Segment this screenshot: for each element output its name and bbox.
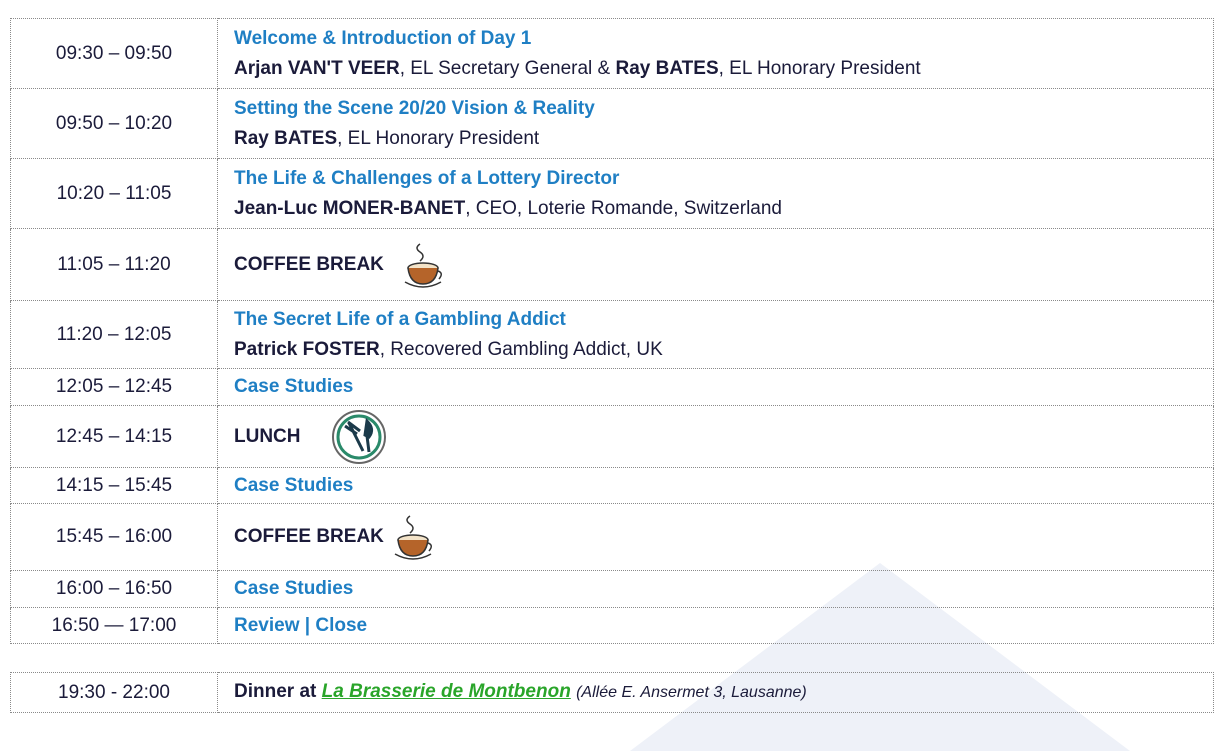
time: 09:50 – 10:20 (10, 88, 218, 159)
schedule-table: 09:30 – 09:50 Welcome & Introduction of … (10, 18, 1214, 644)
session: Case Studies (217, 570, 1214, 608)
venue-link[interactable]: La Brasserie de Montbenon (321, 681, 571, 702)
row: 10:20 – 11:05 The Life & Challenges of a… (10, 158, 1214, 229)
row: 11:20 – 12:05 The Secret Life of a Gambl… (10, 300, 1214, 369)
lunch-icon (331, 409, 386, 464)
speaker-name: Ray BATES (615, 57, 719, 79)
row: 09:50 – 10:20 Setting the Scene 20/20 Vi… (10, 88, 1214, 159)
time: 16:00 – 16:50 (10, 570, 218, 608)
speaker-name: Arjan VAN'T VEER (234, 57, 400, 79)
coffee-icon (394, 515, 432, 560)
session: Review | Close (217, 607, 1214, 644)
speaker-name: Jean-Luc MONER-BANET (234, 197, 466, 219)
row: 16:00 – 16:50 Case Studies (10, 570, 1214, 608)
session: Dinner at La Brasserie de Montbenon (All… (217, 672, 1214, 713)
time: 10:20 – 11:05 (10, 158, 218, 229)
session: Case Studies (217, 467, 1214, 504)
title: Review | Close (234, 614, 368, 636)
session: LUNCH (217, 405, 1214, 468)
address: (Allée E. Ansermet 3, Lausanne) (576, 684, 807, 701)
time: 14:15 – 15:45 (10, 467, 218, 504)
row: 11:05 – 11:20 COFFEE BREAK (10, 228, 1214, 301)
title: COFFEE BREAK (234, 526, 384, 548)
dinner-lead: Dinner at (234, 681, 317, 702)
title: Case Studies (234, 474, 354, 496)
session: The Secret Life of a Gambling Addict Patr… (217, 300, 1214, 369)
speaker-role: , CEO, Loterie Romande, Switzerland (465, 197, 782, 219)
time: 11:20 – 12:05 (10, 300, 218, 369)
session: COFFEE BREAK (217, 228, 1214, 301)
row: 15:45 – 16:00 COFFEE BREAK (10, 503, 1214, 571)
speaker-role: , EL Secretary General & (399, 57, 616, 79)
title: The Secret Life of a Gambling Addict (234, 308, 566, 330)
time: 12:45 – 14:15 (10, 405, 218, 468)
dinner-table: 19:30 - 22:00 Dinner at La Brasserie de … (10, 672, 1214, 713)
time: 16:50 — 17:00 (10, 607, 218, 644)
title: Welcome & Introduction of Day 1 (234, 27, 532, 49)
title: Case Studies (234, 376, 354, 397)
title: The Life & Challenges of a Lottery Direc… (234, 167, 620, 189)
speaker-role: , EL Honorary President (718, 57, 921, 79)
time: 11:05 – 11:20 (10, 228, 218, 301)
time: 12:05 – 12:45 (10, 368, 218, 406)
coffee-icon (404, 242, 442, 288)
session: The Life & Challenges of a Lottery Direc… (217, 158, 1214, 229)
speaker-role: , EL Honorary President (337, 127, 540, 149)
row: 12:05 – 12:45 Case Studies (10, 368, 1214, 406)
row: 14:15 – 15:45 Case Studies (10, 467, 1214, 504)
time: 09:30 – 09:50 (10, 18, 218, 89)
session: Setting the Scene 20/20 Vision & Reality… (217, 88, 1214, 159)
speaker-role: , Recovered Gambling Addict, UK (379, 338, 663, 360)
session: COFFEE BREAK (217, 503, 1214, 571)
row: 19:30 - 22:00 Dinner at La Brasserie de … (10, 672, 1214, 713)
title: COFFEE BREAK (234, 253, 384, 275)
row: 09:30 – 09:50 Welcome & Introduction of … (10, 18, 1214, 89)
row: 16:50 — 17:00 Review | Close (10, 607, 1214, 644)
title: Case Studies (234, 578, 354, 599)
speaker-name: Ray BATES (234, 127, 338, 149)
title: LUNCH (234, 425, 301, 447)
session: Case Studies (217, 368, 1214, 406)
speaker-name: Patrick FOSTER (234, 338, 380, 360)
title: Setting the Scene 20/20 Vision & Reality (234, 97, 595, 119)
time: 15:45 – 16:00 (10, 503, 218, 571)
session: Welcome & Introduction of Day 1 Arjan VAN… (217, 18, 1214, 89)
row: 12:45 – 14:15 LUNCH (10, 405, 1214, 468)
time: 19:30 - 22:00 (10, 672, 218, 713)
